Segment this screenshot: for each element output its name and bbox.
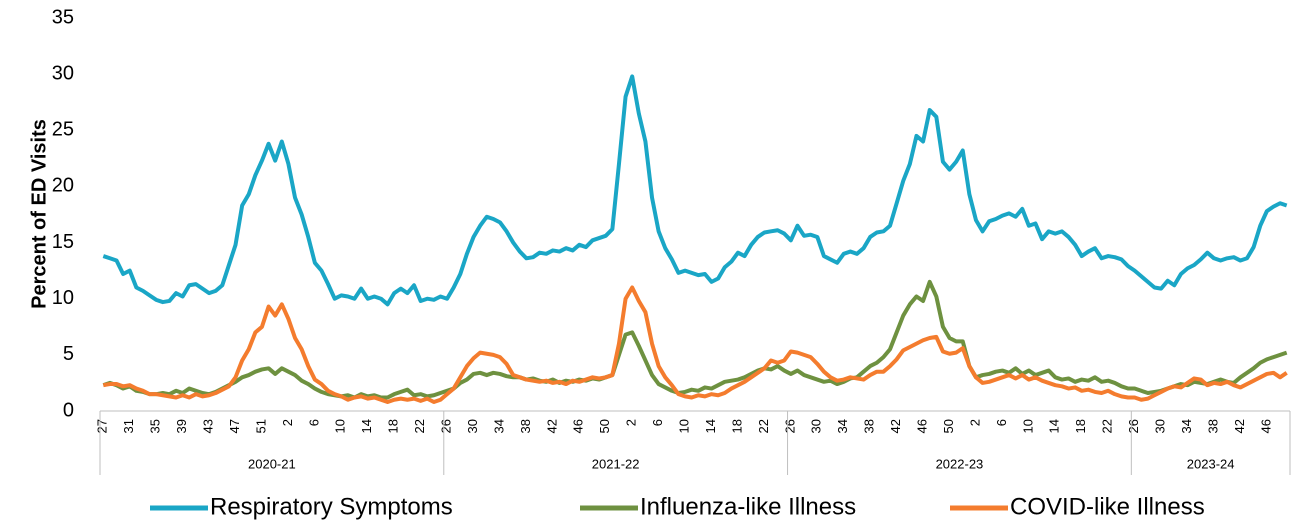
- x-tick-label: 34: [491, 419, 506, 433]
- legend-label: Influenza-like Illness: [640, 493, 856, 520]
- x-tick-label: 30: [1153, 419, 1168, 433]
- x-tick-label: 14: [1047, 419, 1062, 433]
- x-tick-label: 14: [359, 419, 374, 433]
- x-tick-label: 47: [227, 419, 242, 433]
- x-tick-label: 10: [1020, 419, 1035, 433]
- y-tick-label: 15: [52, 231, 74, 253]
- x-tick-label: 22: [1100, 419, 1115, 433]
- x-tick-label: 18: [386, 419, 401, 433]
- legend-label: COVID-like Illness: [1010, 493, 1205, 520]
- x-tick-label: 26: [439, 419, 454, 433]
- x-tick-label: 46: [1258, 419, 1273, 433]
- group-label: 2020-21: [248, 456, 296, 471]
- y-tick-label: 0: [63, 399, 74, 421]
- x-tick-label: 2: [280, 419, 295, 426]
- x-tick-label: 31: [121, 419, 136, 433]
- x-tick-label: 27: [95, 419, 110, 433]
- x-tick-label: 51: [253, 419, 268, 433]
- x-tick-label: 22: [412, 419, 427, 433]
- x-tick-label: 43: [201, 419, 216, 433]
- x-tick-label: 50: [941, 419, 956, 433]
- x-tick-label: 2: [967, 419, 982, 426]
- x-tick-label: 6: [650, 419, 665, 426]
- x-tick-label: 10: [333, 419, 348, 433]
- x-tick-label: 6: [994, 419, 1009, 426]
- x-tick-label: 38: [1205, 419, 1220, 433]
- x-tick-label: 42: [888, 419, 903, 433]
- x-tick-label: 10: [677, 419, 692, 433]
- x-tick-label: 26: [782, 419, 797, 433]
- x-tick-label: 30: [465, 419, 480, 433]
- group-label: 2023-24: [1187, 456, 1235, 471]
- x-tick-label: 6: [306, 419, 321, 426]
- y-tick-label: 30: [52, 62, 74, 84]
- y-tick-label: 25: [52, 119, 74, 141]
- x-tick-label: 46: [915, 419, 930, 433]
- x-tick-label: 2: [624, 419, 639, 426]
- x-tick-label: 30: [809, 419, 824, 433]
- y-tick-label: 35: [52, 6, 74, 28]
- x-tick-label: 14: [703, 419, 718, 433]
- x-tick-label: 35: [148, 419, 163, 433]
- x-tick-label: 18: [1073, 419, 1088, 433]
- x-tick-label: 22: [756, 419, 771, 433]
- x-tick-label: 50: [597, 419, 612, 433]
- legend-label: Respiratory Symptoms: [210, 493, 453, 520]
- x-tick-label: 42: [544, 419, 559, 433]
- x-tick-label: 34: [1179, 419, 1194, 433]
- y-tick-label: 5: [63, 343, 74, 365]
- x-tick-label: 38: [862, 419, 877, 433]
- x-tick-label: 26: [1126, 419, 1141, 433]
- series-line: [102, 74, 1288, 307]
- x-tick-label: 38: [518, 419, 533, 433]
- y-axis-label: Percent of ED Visits: [28, 119, 50, 309]
- series-line: [102, 279, 1288, 400]
- series-line: [102, 285, 1288, 405]
- y-tick-label: 10: [52, 287, 74, 309]
- x-tick-label: 42: [1232, 419, 1247, 433]
- x-tick-label: 46: [571, 419, 586, 433]
- group-label: 2022-23: [936, 456, 984, 471]
- x-tick-label: 34: [835, 419, 850, 433]
- y-tick-label: 20: [52, 175, 74, 197]
- x-tick-label: 39: [174, 419, 189, 433]
- group-label: 2021-22: [592, 456, 640, 471]
- x-tick-label: 18: [729, 419, 744, 433]
